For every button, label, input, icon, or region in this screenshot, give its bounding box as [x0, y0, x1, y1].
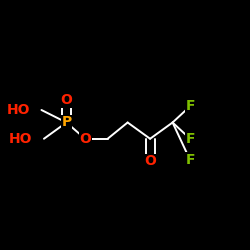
Text: O: O — [60, 93, 72, 107]
Text: O: O — [144, 154, 156, 168]
Text: HO: HO — [7, 103, 30, 117]
Text: F: F — [185, 132, 195, 146]
Text: O: O — [79, 132, 91, 146]
Text: F: F — [185, 153, 195, 167]
Text: F: F — [185, 99, 195, 113]
Text: HO: HO — [9, 132, 33, 146]
Text: P: P — [61, 116, 72, 130]
